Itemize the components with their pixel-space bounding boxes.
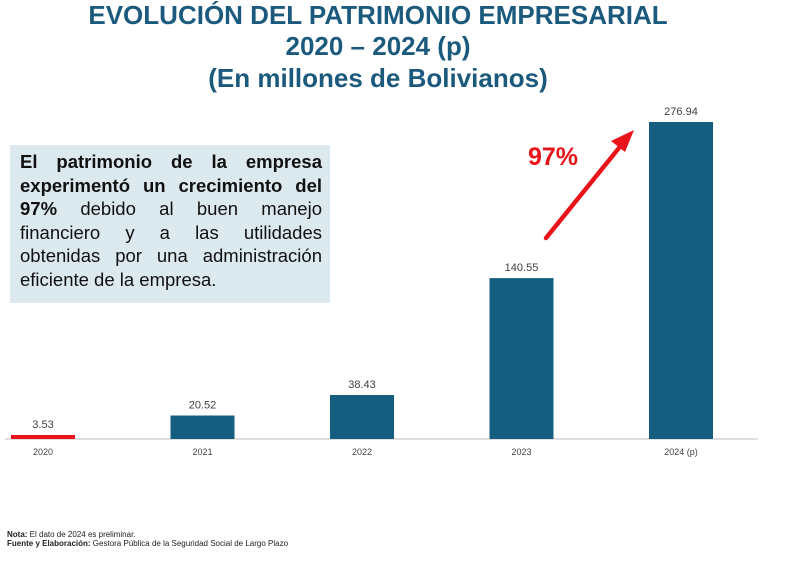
source-text: Gestora Pública de la Seguridad Social d…: [90, 539, 289, 548]
bar-2022: [330, 395, 394, 439]
x-tick-label: 2023: [511, 447, 531, 457]
bar-2021: [170, 415, 235, 439]
footnote-note: Nota: El dato de 2024 es preliminar.: [7, 530, 136, 539]
value-label: 38.43: [348, 379, 376, 391]
value-label: 3.53: [32, 419, 53, 431]
value-label: 140.55: [505, 262, 539, 274]
x-tick-label: 2022: [352, 447, 372, 457]
x-tick-label: 2021: [192, 447, 212, 457]
growth-arrow-icon: [543, 130, 634, 241]
note-label: Nota:: [7, 530, 28, 539]
info-box: El patrimonio de la empresa experimentó …: [10, 145, 330, 303]
bars-group: 3.53 2020 20.52 2021 38.43 2022 140.55 2023 276.…: [11, 106, 713, 457]
growth-percentage-label: 97%: [528, 143, 578, 171]
bar-2023: [489, 278, 554, 439]
value-label: 20.52: [189, 400, 217, 412]
bar-2020: [11, 435, 75, 439]
note-text: El dato de 2024 es preliminar.: [27, 530, 136, 539]
page-subtitle-period: 2020 – 2024 (p): [285, 31, 471, 61]
footnote-source: Fuente y Elaboración: Gestora Pública de…: [7, 539, 288, 548]
info-box-highlight: El patrimonio de la empresa experimentó …: [20, 151, 322, 219]
info-box-text: debido al buen manejo financiero y a las…: [20, 198, 322, 290]
source-label: Fuente y Elaboración:: [7, 539, 91, 548]
value-label: 276.94: [664, 106, 698, 118]
page-subtitle-units: (En millones de Bolivianos): [208, 63, 548, 93]
bar-2024p: [649, 122, 713, 439]
page-title: EVOLUCIÓN DEL PATRIMONIO EMPRESARIAL: [88, 0, 668, 30]
x-tick-label: 2020: [33, 447, 53, 457]
x-tick-label: 2024 (p): [664, 447, 698, 457]
